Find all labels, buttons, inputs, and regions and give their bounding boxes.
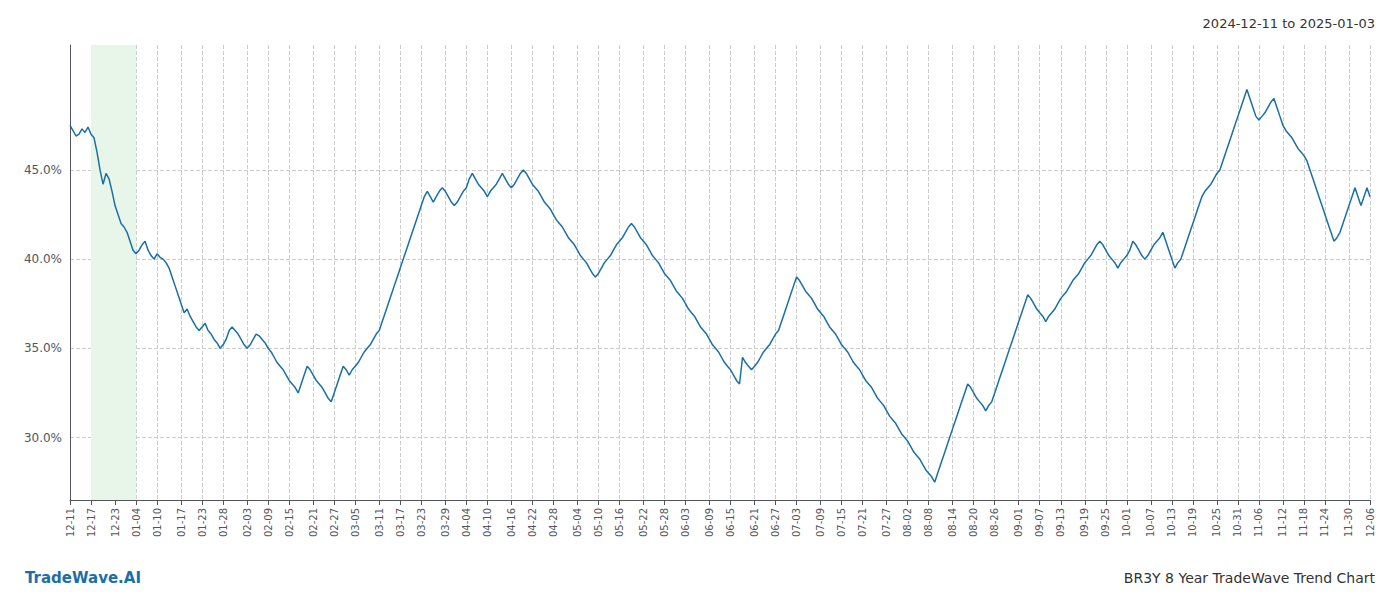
svg-text:11-06: 11-06 [1253,508,1264,537]
svg-text:04-04: 04-04 [461,508,472,537]
svg-text:05-28: 05-28 [659,508,670,537]
svg-text:01-10: 01-10 [152,508,163,537]
svg-text:11-30: 11-30 [1343,508,1354,537]
svg-text:05-16: 05-16 [614,508,625,537]
svg-text:11-18: 11-18 [1298,508,1309,537]
svg-text:01-04: 01-04 [131,508,142,537]
svg-text:07-03: 07-03 [791,508,802,537]
svg-text:11-24: 11-24 [1319,508,1330,537]
svg-text:07-27: 07-27 [881,508,892,537]
svg-text:02-21: 02-21 [308,508,319,537]
svg-text:45.0%: 45.0% [24,163,62,177]
svg-text:09-07: 09-07 [1034,508,1045,537]
svg-text:08-20: 08-20 [968,508,979,537]
svg-text:09-01: 09-01 [1013,508,1024,537]
svg-text:09-25: 09-25 [1100,508,1111,537]
svg-text:04-22: 04-22 [527,508,538,537]
svg-text:40.0%: 40.0% [24,252,62,266]
svg-text:10-31: 10-31 [1232,508,1243,537]
svg-text:09-19: 09-19 [1079,508,1090,537]
svg-text:02-03: 02-03 [242,508,253,537]
svg-text:BR3Y 8 Year TradeWave Trend Ch: BR3Y 8 Year TradeWave Trend Chart [1124,570,1376,586]
svg-text:08-02: 08-02 [902,508,913,537]
svg-text:07-21: 07-21 [857,508,868,537]
svg-text:06-03: 06-03 [680,508,691,537]
svg-text:08-26: 08-26 [989,508,1000,537]
svg-text:10-19: 10-19 [1187,508,1198,537]
svg-text:03-17: 03-17 [395,508,406,537]
svg-text:12-11: 12-11 [65,508,76,537]
svg-text:07-15: 07-15 [836,508,847,537]
svg-text:11-12: 11-12 [1277,508,1288,537]
svg-text:03-05: 03-05 [350,508,361,537]
svg-text:03-23: 03-23 [416,508,427,537]
svg-text:04-10: 04-10 [482,508,493,537]
svg-text:10-13: 10-13 [1166,508,1177,537]
svg-text:10-07: 10-07 [1145,508,1156,537]
svg-text:08-08: 08-08 [923,508,934,537]
svg-text:05-04: 05-04 [572,508,583,537]
svg-text:12-17: 12-17 [86,508,97,537]
svg-text:06-15: 06-15 [725,508,736,537]
svg-text:01-28: 01-28 [218,508,229,537]
svg-text:02-09: 02-09 [263,508,274,537]
svg-text:05-10: 05-10 [593,508,604,537]
svg-text:10-25: 10-25 [1211,508,1222,537]
svg-text:04-16: 04-16 [506,508,517,537]
svg-text:TradeWave.AI: TradeWave.AI [25,569,141,587]
svg-text:30.0%: 30.0% [24,431,62,445]
svg-text:10-01: 10-01 [1121,508,1132,537]
svg-text:08-14: 08-14 [947,508,958,537]
svg-text:06-27: 06-27 [770,508,781,537]
svg-text:2024-12-11 to 2025-01-03: 2024-12-11 to 2025-01-03 [1203,16,1375,31]
svg-text:02-27: 02-27 [329,508,340,537]
svg-text:03-29: 03-29 [440,508,451,537]
svg-text:02-15: 02-15 [284,508,295,537]
svg-text:09-13: 09-13 [1055,508,1066,537]
svg-text:01-17: 01-17 [176,508,187,537]
svg-text:05-22: 05-22 [638,508,649,537]
svg-text:06-09: 06-09 [704,508,715,537]
svg-text:04-28: 04-28 [548,508,559,537]
svg-text:12-23: 12-23 [110,508,121,537]
svg-text:01-23: 01-23 [197,508,208,537]
svg-text:06-21: 06-21 [749,508,760,537]
svg-text:35.0%: 35.0% [24,341,62,355]
svg-text:12-06: 12-06 [1365,508,1376,537]
svg-text:03-11: 03-11 [374,508,385,537]
svg-text:07-09: 07-09 [815,508,826,537]
